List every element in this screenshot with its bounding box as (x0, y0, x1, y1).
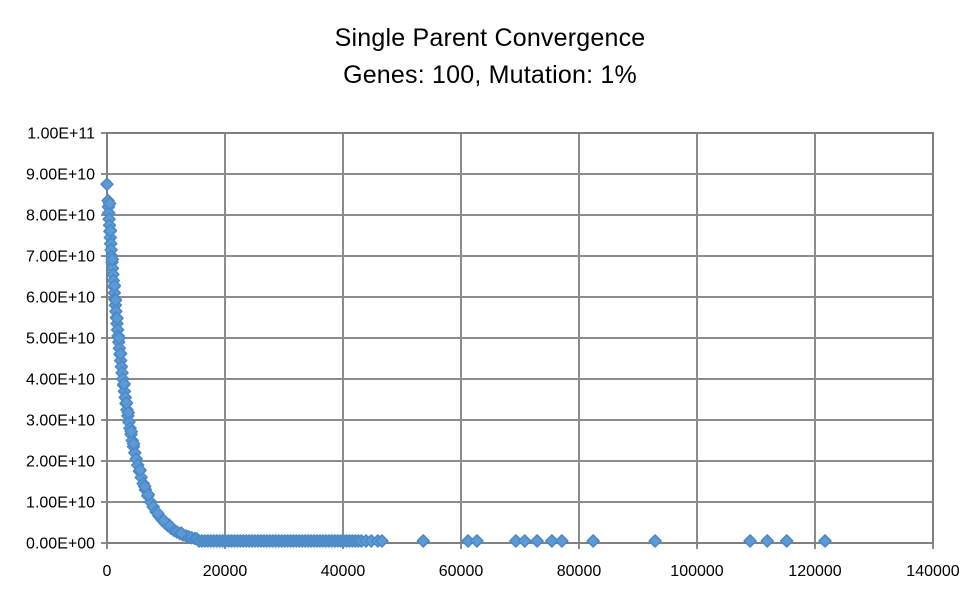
x-axis-label: 60000 (439, 563, 484, 580)
data-point (470, 534, 484, 548)
data-point (103, 223, 118, 238)
data-point (517, 534, 532, 548)
data-point (112, 331, 126, 345)
y-axis-label: 0.00E+00 (26, 536, 95, 553)
chart-title-line1: Single Parent Convergence (334, 24, 646, 52)
y-axis-label: 5.00E+10 (26, 331, 95, 348)
data-point (416, 534, 430, 548)
data-point (545, 534, 559, 548)
data-point (743, 534, 757, 548)
y-axis-label: 4.00E+10 (26, 372, 95, 389)
data-point (126, 437, 141, 451)
data-point (375, 534, 389, 548)
data-point (760, 534, 774, 548)
chart-title: Single Parent Convergence Genes: 100, Mu… (0, 20, 980, 94)
y-axis-label: 3.00E+10 (26, 413, 95, 430)
data-point (105, 252, 120, 267)
chart-title-line2: Genes: 100, Mutation: 1% (343, 61, 637, 89)
y-axis-label: 1.00E+11 (27, 126, 95, 143)
x-axis-label: 120000 (788, 563, 841, 580)
y-axis-label: 6.00E+10 (26, 290, 95, 307)
x-axis-label: 140000 (906, 563, 959, 580)
x-axis-labels-group: 0 20000 40000 60000 80000 100000 120000 140000 (103, 563, 960, 580)
data-point (138, 479, 152, 494)
y-axis-labels-group: 0.00E+00 1.00E+10 2.00E+10 3.00E+10 4.00E+10… (26, 126, 95, 553)
y-axis-label: 7.00E+10 (26, 249, 95, 266)
y-axis-label: 9.00E+10 (26, 167, 95, 184)
x-axis-label: 0 (103, 563, 112, 580)
data-point (124, 424, 138, 439)
data-point (555, 534, 569, 548)
data-point (133, 463, 147, 477)
data-point (530, 534, 544, 548)
data-point (113, 346, 128, 361)
data-point (107, 278, 122, 293)
data-point (586, 534, 600, 548)
data-point (174, 526, 189, 540)
gridlines-group (106, 132, 934, 544)
data-point (818, 534, 832, 548)
y-axis-label: 8.00E+10 (26, 208, 95, 225)
data-point (110, 311, 124, 326)
data-point (100, 177, 114, 191)
data-point (108, 293, 123, 308)
data-point (121, 405, 135, 420)
data-point (648, 534, 662, 548)
x-axis-label: 40000 (321, 563, 366, 580)
data-point (102, 196, 117, 211)
x-axis-label: 100000 (670, 563, 723, 580)
data-point (156, 513, 171, 528)
data-point (779, 534, 794, 548)
data-point (117, 377, 131, 391)
x-axis-label: 20000 (203, 563, 248, 580)
y-axis-label: 1.00E+10 (26, 495, 95, 512)
y-axis-label: 2.00E+10 (26, 454, 95, 471)
data-point (119, 396, 134, 410)
series-points-group (100, 177, 832, 548)
x-axis-label: 80000 (557, 563, 602, 580)
